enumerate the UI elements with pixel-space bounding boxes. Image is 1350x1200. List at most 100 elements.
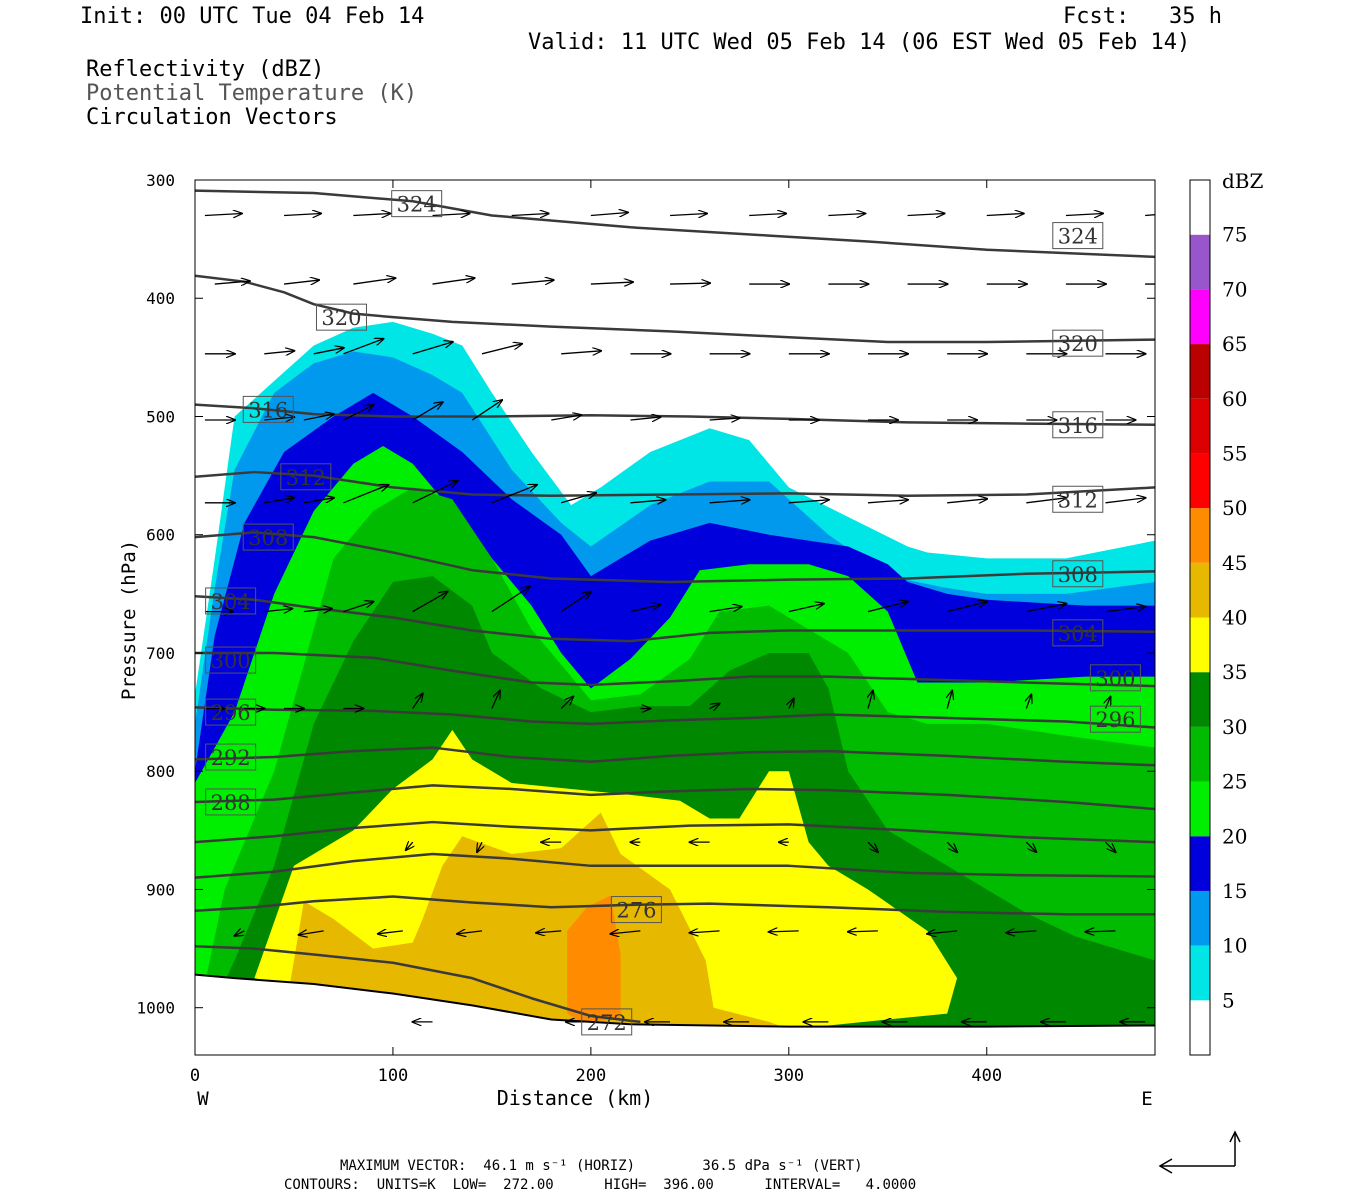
colorbar-label: 65 bbox=[1222, 332, 1247, 356]
legend-reflectivity: Reflectivity (dBZ) bbox=[86, 57, 325, 82]
circulation-vector bbox=[204, 213, 242, 215]
forecast-hour: Fcst: 35 h bbox=[1063, 4, 1222, 29]
contour-label-296: 296 bbox=[1089, 705, 1141, 733]
contour-label-text: 304 bbox=[211, 590, 251, 614]
colorbar-label: 40 bbox=[1222, 606, 1247, 630]
circulation-vector bbox=[848, 931, 878, 932]
contour-label-text: 324 bbox=[397, 193, 437, 217]
contour-label-text: 300 bbox=[1095, 667, 1135, 691]
circulation-vector bbox=[378, 931, 403, 934]
circulation-vector bbox=[868, 691, 873, 709]
theta-contour-280 bbox=[195, 852, 1155, 879]
circulation-vector bbox=[457, 931, 483, 934]
contour-label-text: 288 bbox=[211, 791, 251, 815]
reflectivity-40dbz bbox=[290, 812, 789, 1032]
colorbar-segment bbox=[1190, 726, 1210, 782]
circulation-vector bbox=[432, 278, 475, 285]
contour-label-308: 308 bbox=[1052, 560, 1104, 588]
colorbar-segment bbox=[1190, 234, 1210, 290]
contour-label-276: 276 bbox=[610, 896, 662, 924]
contour-label-300: 300 bbox=[1089, 664, 1141, 692]
theta-contour-316 bbox=[195, 403, 1155, 427]
circulation-vector bbox=[491, 691, 500, 709]
circulation-vector bbox=[477, 841, 482, 852]
contour-label-312: 312 bbox=[280, 463, 332, 491]
x-tick-label: 0 bbox=[190, 1066, 200, 1086]
reflectivity-fills bbox=[195, 321, 1155, 1055]
ground-surface bbox=[195, 973, 1155, 1055]
colorbar-segment bbox=[1190, 398, 1210, 454]
circulation-vector bbox=[264, 609, 292, 612]
circulation-vector bbox=[867, 500, 908, 503]
theta-contour-312 bbox=[195, 470, 1155, 497]
contour-label-316: 316 bbox=[242, 395, 294, 423]
circulation-vector bbox=[946, 841, 957, 852]
x-end-label-west: W bbox=[197, 1088, 209, 1110]
theta-contour-304 bbox=[195, 594, 1155, 643]
circulation-vector bbox=[353, 213, 390, 215]
circulation-vector bbox=[630, 500, 665, 503]
colorbar-label: 50 bbox=[1222, 496, 1247, 520]
circulation-vector bbox=[264, 351, 294, 354]
circulation-vector bbox=[1105, 607, 1146, 613]
contour-label-box bbox=[581, 1008, 633, 1036]
contour-label-box bbox=[1052, 619, 1104, 647]
contour-label-box bbox=[1052, 485, 1104, 513]
colorbar-segment bbox=[1190, 945, 1210, 1001]
x-end-label-east: E bbox=[1141, 1088, 1152, 1110]
circulation-vector bbox=[709, 500, 750, 503]
colorbar-label: 30 bbox=[1222, 715, 1247, 739]
circulation-vector bbox=[299, 931, 324, 935]
legend-potential-temperature: Potential Temperature (K) bbox=[86, 81, 418, 106]
contour-label-box bbox=[242, 523, 294, 551]
y-tick-label: 400 bbox=[146, 289, 175, 308]
contour-label-text: 272 bbox=[587, 1011, 627, 1035]
colorbar-label: 75 bbox=[1222, 223, 1247, 247]
colorbar: 5 10 15 20 25 30 35 40 45 50 55 60 65 70 75 dBZ bbox=[1189, 169, 1264, 1056]
y-tick-label: 1000 bbox=[136, 999, 175, 1018]
contour-label-text: 320 bbox=[321, 306, 361, 330]
contour-label-box bbox=[1089, 664, 1141, 692]
circulation-vector bbox=[947, 602, 987, 613]
circulation-vector bbox=[471, 400, 502, 421]
contour-label-text: 320 bbox=[1058, 332, 1098, 356]
circulation-vector bbox=[303, 498, 334, 504]
colorbar-unit: dBZ bbox=[1222, 169, 1264, 193]
circulation-vector bbox=[867, 602, 908, 613]
contour-label-text: 300 bbox=[211, 649, 251, 673]
reflectivity-45dbz bbox=[567, 895, 621, 1022]
circulation-vector bbox=[1145, 214, 1155, 217]
contour-label-box bbox=[205, 587, 257, 615]
contour-label-box bbox=[205, 788, 257, 816]
circulation-vector bbox=[303, 414, 334, 421]
circulation-vector bbox=[590, 282, 633, 284]
circulation-vector bbox=[284, 213, 321, 215]
colorbar-label: 60 bbox=[1222, 387, 1247, 411]
circulation-vector bbox=[1006, 931, 1037, 933]
circulation-vector bbox=[511, 280, 554, 284]
contour-label-320: 320 bbox=[315, 303, 367, 331]
contour-label-text: 292 bbox=[211, 746, 251, 770]
circulation-vector bbox=[412, 402, 443, 421]
colorbar-segment bbox=[1190, 836, 1210, 891]
circulation-vector bbox=[283, 280, 319, 284]
x-axis-label: Distance (km) bbox=[497, 1086, 654, 1110]
contour-label-316: 316 bbox=[1052, 411, 1104, 439]
circulation-vector bbox=[412, 481, 458, 504]
colorbar-label: 25 bbox=[1222, 770, 1247, 794]
y-axis-label: Pressure (hPa) bbox=[118, 540, 140, 700]
colorbar-segment bbox=[1190, 289, 1210, 345]
contour-label-292: 292 bbox=[205, 743, 257, 771]
contour-label-box bbox=[205, 646, 257, 674]
theta-contours bbox=[195, 189, 1155, 1024]
contour-label-box bbox=[242, 395, 294, 423]
contour-label-272: 272 bbox=[581, 1008, 633, 1036]
circulation-vector bbox=[828, 213, 865, 215]
y-tick-label: 900 bbox=[146, 880, 175, 899]
circulation-vector bbox=[491, 587, 530, 613]
contour-label-box bbox=[610, 896, 662, 924]
colorbar-label: 10 bbox=[1222, 934, 1247, 958]
contour-label-text: 312 bbox=[1058, 488, 1098, 512]
circulation-vector bbox=[630, 417, 660, 420]
